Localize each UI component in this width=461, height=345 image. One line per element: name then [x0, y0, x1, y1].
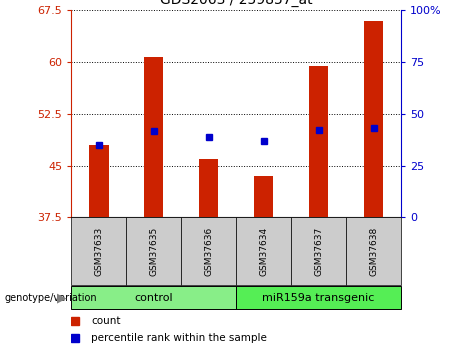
- Bar: [236, 286, 401, 309]
- Bar: [71, 286, 236, 309]
- Bar: [126, 217, 181, 285]
- Bar: [254, 176, 273, 217]
- Bar: [346, 217, 401, 285]
- Text: GSM37633: GSM37633: [95, 226, 103, 276]
- Title: GDS2063 / 259857_at: GDS2063 / 259857_at: [160, 0, 313, 7]
- Bar: [364, 21, 383, 217]
- Text: GSM37634: GSM37634: [259, 226, 268, 276]
- Bar: [144, 57, 164, 217]
- Text: GSM37636: GSM37636: [204, 226, 213, 276]
- Bar: [71, 217, 126, 285]
- Text: percentile rank within the sample: percentile rank within the sample: [91, 333, 267, 343]
- Text: GSM37637: GSM37637: [314, 226, 323, 276]
- Text: control: control: [135, 293, 173, 303]
- Text: count: count: [91, 316, 121, 326]
- Text: miR159a transgenic: miR159a transgenic: [262, 293, 375, 303]
- Text: genotype/variation: genotype/variation: [5, 293, 97, 303]
- Text: GSM37638: GSM37638: [369, 226, 378, 276]
- Bar: [309, 66, 328, 217]
- Bar: [181, 217, 236, 285]
- Bar: [89, 145, 108, 217]
- Bar: [199, 159, 219, 217]
- Text: ▶: ▶: [58, 291, 67, 304]
- Bar: [291, 217, 346, 285]
- Text: GSM37635: GSM37635: [149, 226, 159, 276]
- Bar: [236, 217, 291, 285]
